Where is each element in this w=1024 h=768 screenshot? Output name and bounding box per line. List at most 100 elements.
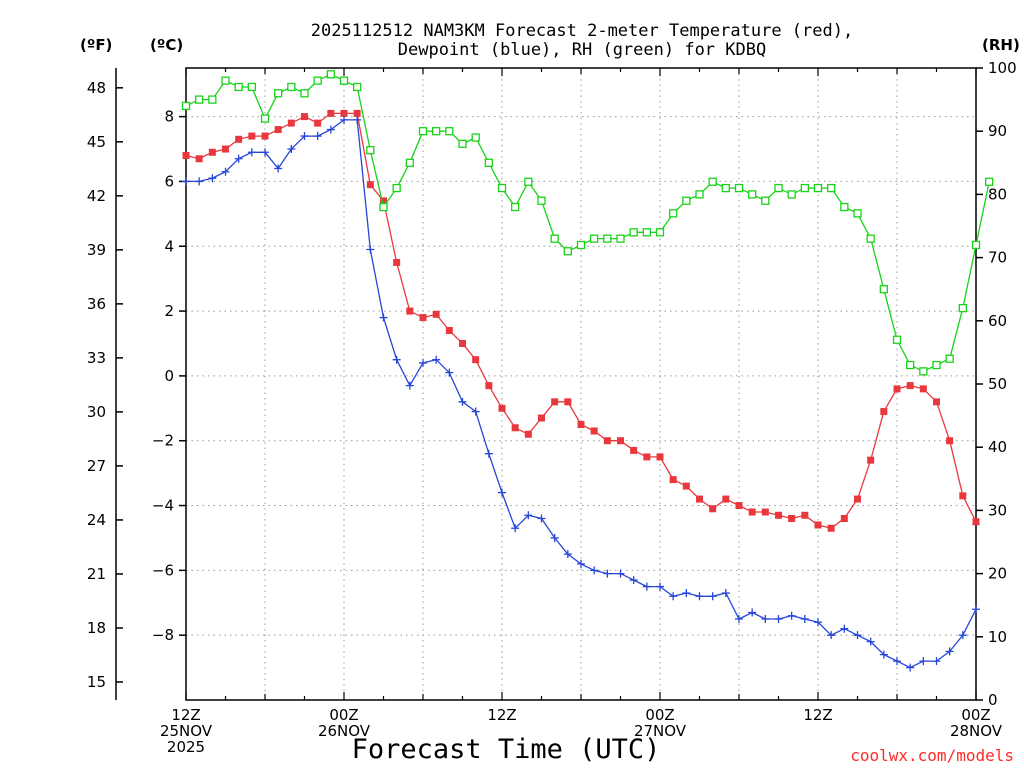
2-meter-temperature-point (222, 145, 229, 153)
2-meter-temperature-point (682, 482, 690, 490)
2-meter-temperature-point (235, 135, 243, 143)
2-meter-temperature-point (419, 314, 427, 322)
2-meter-temperature-point (366, 181, 374, 189)
relative-humidity-point (629, 228, 638, 237)
dewpoint-point (866, 637, 875, 646)
relative-humidity-point (379, 202, 388, 212)
relative-humidity-point (458, 139, 467, 148)
rh-tick-label: 0 (988, 691, 998, 709)
x-tick-label: 12Z (171, 706, 200, 724)
2-meter-temperature-point (603, 437, 611, 445)
rh-tick-label: 20 (988, 565, 1007, 583)
fahrenheit-tick-label: 42 (87, 187, 106, 205)
x-tick-label: 00Z (961, 706, 990, 724)
relative-humidity-point (853, 209, 862, 218)
x-tick-label: 2025 (167, 738, 205, 756)
fahrenheit-tick-label: 39 (87, 241, 106, 259)
2-meter-temperature-point (709, 505, 717, 513)
celsius-tick-label: 6 (164, 172, 174, 190)
2-meter-temperature-point (380, 197, 387, 205)
relative-humidity-point (945, 354, 954, 363)
relative-humidity-point (287, 82, 296, 92)
relative-humidity-point (221, 76, 230, 85)
2-meter-temperature-point (946, 437, 954, 445)
2-meter-temperature-point (314, 119, 322, 127)
fahrenheit-tick-label: 27 (87, 457, 106, 475)
2-meter-temperature-point (274, 126, 282, 134)
grid-layer (186, 68, 976, 700)
relative-humidity-point (313, 76, 322, 85)
relative-humidity-point (484, 158, 493, 167)
relative-humidity-point (642, 228, 651, 237)
2-meter-temperature-point (722, 495, 730, 503)
relative-humidity-point (418, 127, 428, 136)
relative-humidity-point (247, 82, 256, 92)
2-meter-temperature-point (775, 511, 782, 519)
rh-tick-label: 40 (988, 438, 1007, 456)
celsius-tick-label: −6 (152, 561, 174, 579)
rh-tick-label: 60 (988, 312, 1007, 330)
celsius-unit-label: (ºC) (150, 36, 183, 54)
2-meter-temperature-point (893, 385, 901, 393)
dewpoint-point (195, 177, 204, 186)
2-meter-temperature-point (656, 453, 664, 461)
relative-humidity-point (511, 202, 520, 212)
dewpoint-point (537, 514, 546, 523)
relative-humidity-point (590, 234, 599, 243)
dewpoint-point (656, 582, 664, 591)
relative-humidity-point (932, 360, 941, 370)
relative-humidity-point (734, 183, 744, 193)
relative-humidity-point (985, 177, 994, 186)
dewpoint-point (445, 368, 454, 377)
relative-humidity-point (471, 133, 480, 142)
2-meter-temperature-point (261, 132, 269, 140)
dewpoint-point (787, 611, 796, 620)
axis-layer: 48454239363330272421181586420−2−4−6−8100… (87, 59, 1017, 756)
relative-humidity-point (339, 76, 349, 85)
dewpoint-point (471, 407, 480, 416)
rh-unit-label: (RH) (982, 36, 1020, 54)
2-meter-temperature-point (432, 310, 440, 318)
2-meter-temperature-point (524, 430, 532, 438)
relative-humidity-point (708, 177, 717, 186)
2-meter-temperature-point (590, 427, 598, 435)
2-meter-temperature-point (933, 398, 940, 406)
relative-humidity-point (445, 127, 454, 136)
dewpoint-point (642, 582, 651, 591)
dewpoint-point (629, 576, 638, 585)
relative-humidity-point (866, 234, 875, 243)
dewpoint-point (616, 569, 625, 578)
relative-humidity-point (682, 196, 691, 205)
dewpoint-point (879, 650, 888, 659)
series-layer (181, 70, 994, 672)
relative-humidity-point (748, 190, 757, 199)
2-meter-temperature-point (393, 258, 401, 266)
x-tick-label: 27NOV (634, 722, 687, 740)
2-meter-temperature-point (827, 524, 835, 532)
fahrenheit-tick-label: 18 (87, 619, 106, 637)
relative-humidity-point (906, 360, 915, 370)
2-meter-temperature-point (748, 508, 756, 516)
relative-humidity-point (497, 183, 507, 193)
rh-tick-label: 10 (988, 628, 1007, 646)
dewpoint-point (972, 605, 980, 614)
2-meter-temperature-point (669, 476, 677, 484)
fahrenheit-tick-label: 33 (87, 349, 106, 367)
relative-humidity-point (392, 183, 401, 193)
relative-humidity-point (405, 158, 414, 167)
2-meter-temperature-point (182, 152, 190, 160)
2-meter-temperature-point (248, 132, 256, 140)
relative-humidity-point (616, 234, 625, 243)
fahrenheit-tick-label: 30 (87, 403, 106, 421)
dewpoint-point (827, 631, 836, 640)
x-tick-label: 12Z (487, 706, 516, 724)
2-meter-temperature-point (854, 495, 861, 503)
2-meter-temperature-point (538, 414, 545, 422)
2-meter-temperature-point (761, 508, 769, 516)
rh-tick-label: 30 (988, 501, 1007, 519)
dewpoint-point (432, 355, 441, 364)
rh-tick-label: 100 (988, 59, 1017, 77)
dewpoint-point (182, 177, 190, 186)
2-meter-temperature-point (459, 339, 466, 347)
